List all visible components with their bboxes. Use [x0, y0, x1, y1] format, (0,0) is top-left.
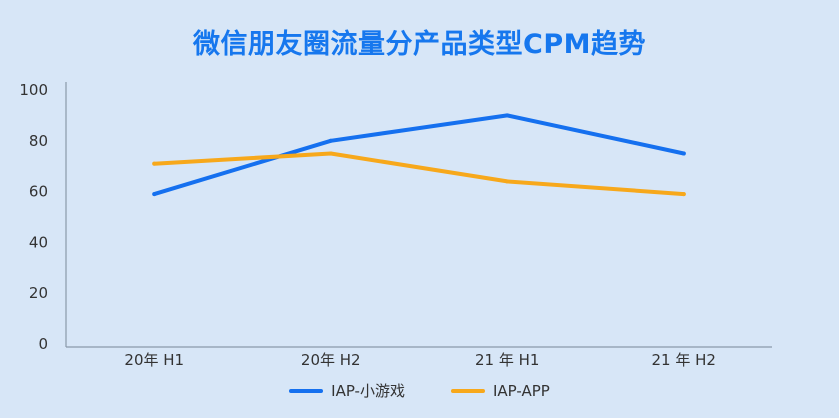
x-tick-label: 21 年 H1: [475, 351, 539, 369]
data-point: [152, 161, 157, 166]
y-tick-label: 100: [19, 81, 48, 99]
legend-label-iap-minigame: IAP-小游戏: [331, 382, 405, 400]
data-point: [681, 192, 686, 197]
data-point: [328, 138, 333, 143]
y-tick-label: 20: [29, 284, 48, 302]
chart-title: 微信朋友圈流量分产品类型CPM趋势: [193, 29, 646, 60]
y-tick-label: 0: [38, 335, 48, 353]
data-point: [505, 113, 510, 118]
legend-label-iap-app: IAP-APP: [492, 381, 550, 400]
data-point: [505, 179, 510, 184]
series-line-iap-minigame: [152, 113, 686, 197]
legend-swatch-iap-app: [450, 388, 485, 393]
data-point: [152, 192, 157, 197]
data-point: [681, 151, 686, 156]
data-point: [328, 151, 333, 156]
legend-swatch-iap-minigame: [289, 388, 324, 393]
x-tick-label: 20年 H2: [301, 351, 361, 369]
y-tick-label: 80: [29, 132, 48, 150]
legend-item-iap-app: IAP-APP: [450, 380, 550, 401]
legend-item-iap-minigame: IAP-小游戏: [289, 380, 405, 401]
series-line-iap-app: [152, 151, 686, 197]
x-tick-label: 20年 H1: [124, 351, 184, 369]
y-tick-label: 40: [29, 233, 48, 251]
x-tick-label: 21 年 H2: [652, 351, 716, 369]
y-tick-label: 60: [29, 183, 48, 201]
chart-legend: IAP-小游戏 IAP-APP: [0, 380, 839, 401]
